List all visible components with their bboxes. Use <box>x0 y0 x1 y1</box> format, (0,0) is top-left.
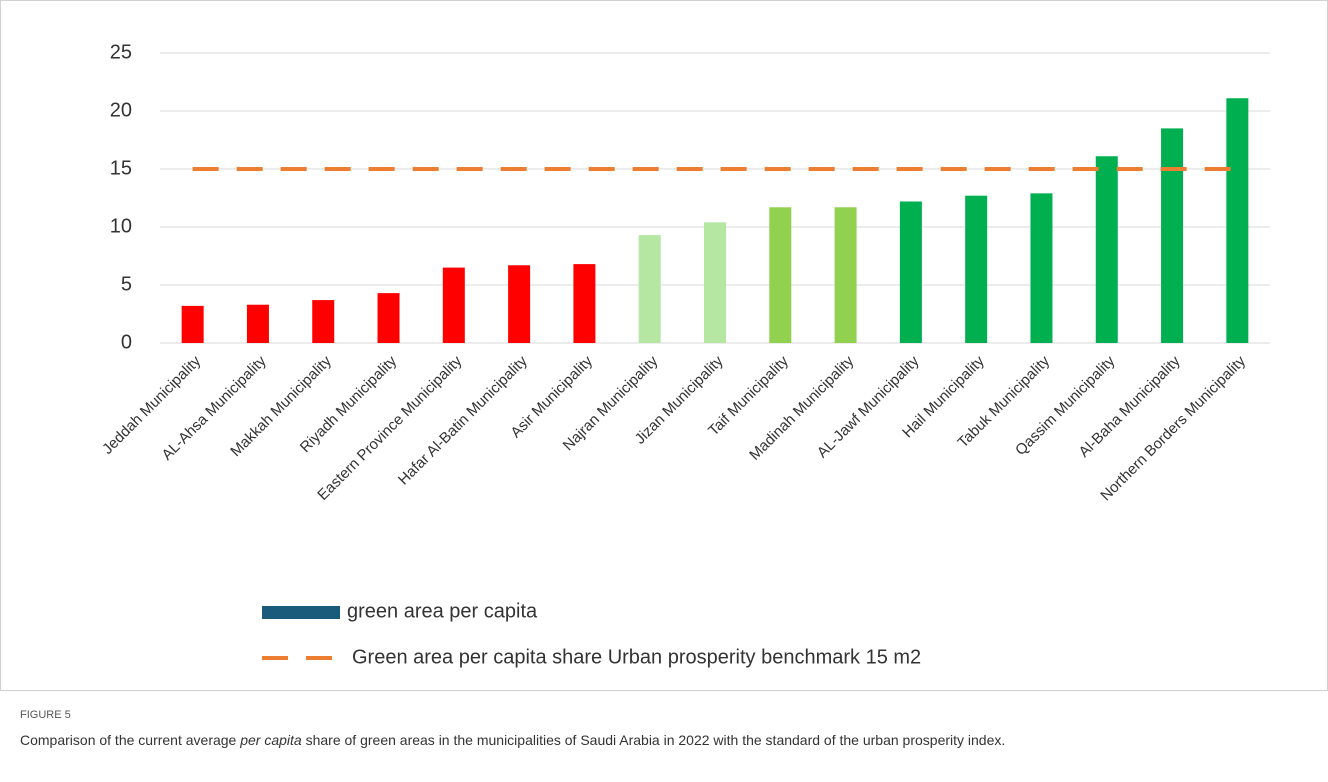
bar <box>1161 128 1184 343</box>
bar <box>1030 193 1053 343</box>
caption-italic: per capita <box>240 732 302 748</box>
x-tick-label: Northern Borders Municipality <box>1097 352 1249 504</box>
figure-label: FIGURE 5 <box>20 709 71 721</box>
bar <box>1226 98 1249 344</box>
bar <box>769 207 792 343</box>
x-tick-label: Hafar Al-Batin Municipality <box>395 352 531 488</box>
y-tick-label: 15 <box>110 157 132 179</box>
legend-label: green area per capita <box>347 600 538 622</box>
caption-text: Comparison of the current average <box>20 732 241 748</box>
bar <box>965 195 988 343</box>
bar <box>899 201 922 343</box>
bar <box>704 222 726 343</box>
bar <box>377 293 400 343</box>
legend-label: Green area per capita share Urban prospe… <box>352 646 921 668</box>
bar <box>508 265 531 343</box>
y-tick-label: 25 <box>110 41 132 63</box>
bar <box>246 304 269 343</box>
y-tick-label: 20 <box>110 99 132 121</box>
y-tick-label: 10 <box>110 215 132 237</box>
y-tick-label: 5 <box>121 273 132 295</box>
y-tick-label: 0 <box>121 331 132 353</box>
bar <box>834 207 857 343</box>
bar <box>181 305 204 343</box>
legend-swatch <box>262 606 340 619</box>
bar <box>312 300 335 343</box>
caption-text: share of green areas in the municipaliti… <box>301 732 1006 748</box>
bar <box>442 267 465 343</box>
bar <box>573 264 596 343</box>
bar <box>638 235 661 343</box>
chart-border <box>0 0 1328 691</box>
bar <box>1095 156 1118 343</box>
figure-caption: Comparison of the current average per ca… <box>20 730 1310 750</box>
